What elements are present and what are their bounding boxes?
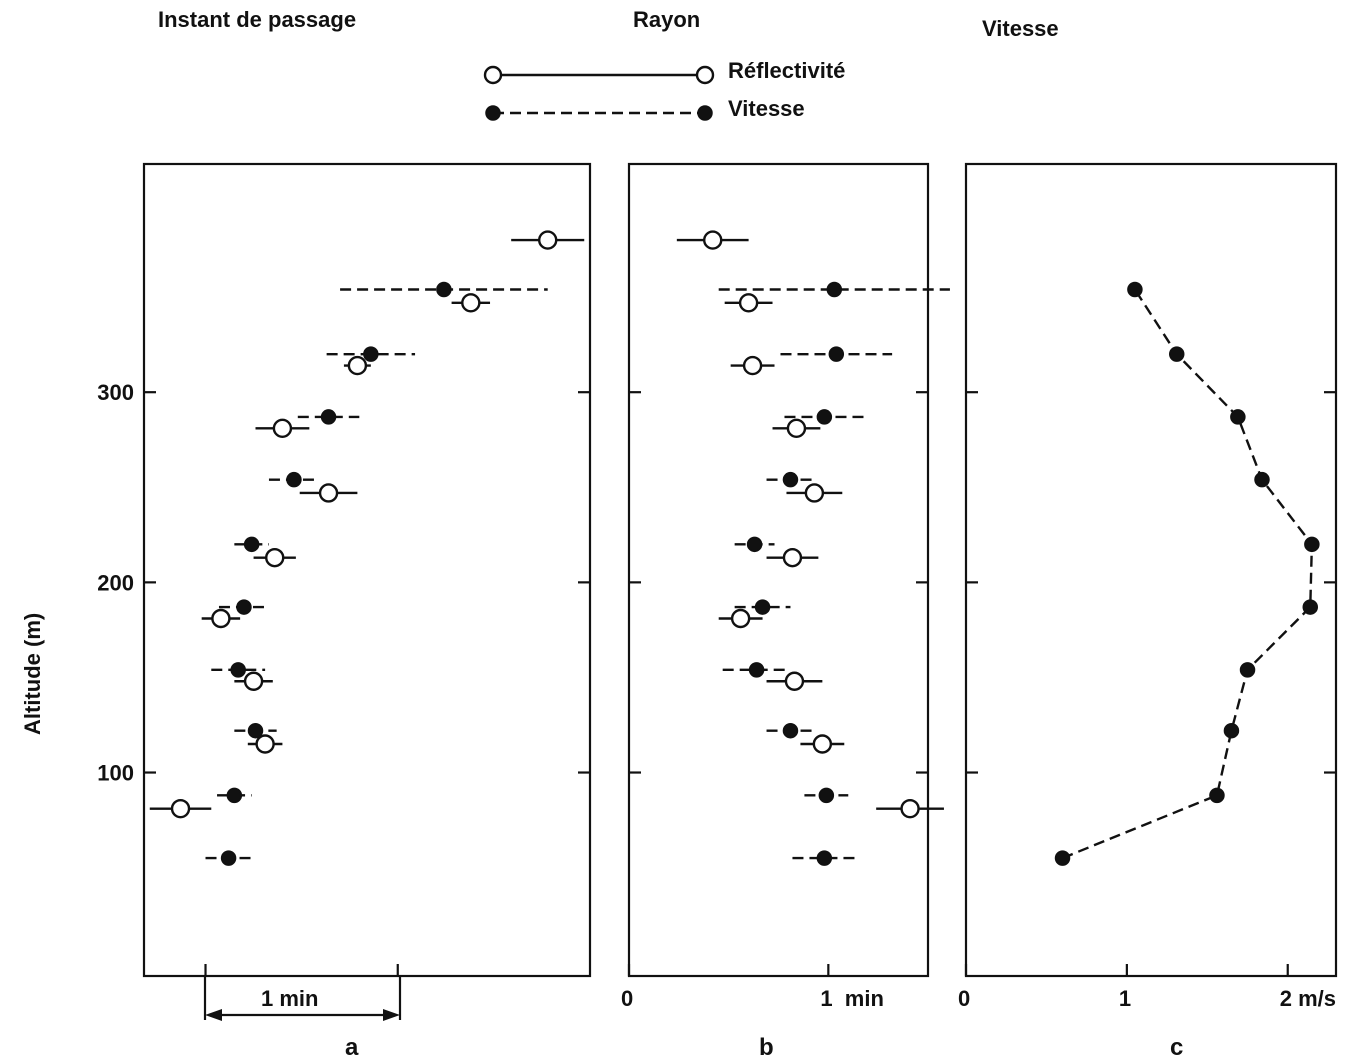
panel-b-xtick-label-1: 1 min bbox=[820, 986, 884, 1011]
scale-bar-arrowhead-right bbox=[383, 1009, 400, 1021]
panel-c-vitesse-point-9 bbox=[1127, 281, 1143, 298]
panel-c-frame bbox=[964, 162, 1338, 978]
panel-b-vitesse-point-7 bbox=[816, 409, 833, 425]
legend: Réflectivité Vitesse bbox=[483, 58, 845, 121]
panel-b-vitesse-point-0 bbox=[816, 850, 833, 866]
panel-a-frame bbox=[142, 162, 592, 978]
panel-b-vitesse-point-8 bbox=[828, 346, 845, 362]
panel-b-vitesse-point-2 bbox=[782, 722, 799, 739]
header-vitesse: Vitesse bbox=[982, 16, 1059, 41]
header-rayon: Rayon bbox=[633, 7, 700, 32]
panel-c-vitesse-point-7 bbox=[1230, 409, 1246, 425]
panel-a-vitesse-point-9 bbox=[436, 281, 452, 298]
legend-reflectivite-label: Réflectivité bbox=[728, 58, 845, 83]
panel-b-reflectivite-point-7 bbox=[742, 355, 763, 376]
panel-a-reflectivite-point-8 bbox=[461, 293, 481, 313]
panel-a-reflectivite-point-2 bbox=[243, 671, 264, 691]
panel-b-reflectivite-point-5 bbox=[804, 483, 825, 503]
panel-b-vitesse-point-9 bbox=[826, 281, 843, 298]
scale-bar-1-min: 1 min bbox=[203, 976, 402, 1021]
legend-vitesse-label: Vitesse bbox=[728, 96, 805, 121]
panel-b-vitesse-point-1 bbox=[818, 787, 835, 804]
panel-b-vitesse-point-4 bbox=[754, 599, 771, 615]
panel-c-xtick-label-2: 2 m/s bbox=[1280, 986, 1336, 1011]
panel-label-a: a bbox=[345, 1034, 359, 1061]
y-axis-label: Altitude (m) bbox=[20, 613, 45, 735]
panel-c-vitesse-point-0 bbox=[1054, 850, 1071, 866]
panel-b-reflectivite-point-1 bbox=[812, 734, 833, 754]
panel-a-reflectivite-point-9 bbox=[538, 230, 558, 250]
panel-b-reflectivite-point-9 bbox=[703, 230, 723, 250]
panel-c-vitesse-point-1 bbox=[1209, 787, 1225, 804]
panel-a-reflectivite-point-5 bbox=[318, 483, 339, 503]
panel-b-reflectivite-point-8 bbox=[738, 293, 759, 313]
panel-a-vitesse-point-3 bbox=[230, 662, 246, 678]
legend-reflectivite-marker-left bbox=[483, 65, 503, 85]
panel-c-vitesse-point-4 bbox=[1302, 599, 1319, 615]
panel-c-vitesse-point-5 bbox=[1304, 536, 1320, 553]
panel-c-vitesse-point-2 bbox=[1223, 722, 1240, 739]
panel-a-vitesse-point-7 bbox=[320, 409, 337, 425]
panel-a-vitesse-point-6 bbox=[286, 471, 302, 488]
panel-a-reflectivite-point-3 bbox=[211, 608, 231, 629]
panel-c-xtick-label-1: 1 bbox=[1119, 986, 1131, 1011]
panel-a-reflectivite-point-4 bbox=[265, 547, 285, 568]
panel-a-vitesse-point-2 bbox=[247, 722, 264, 739]
panel-b-vitesse-point-3 bbox=[748, 662, 765, 678]
panel-c-vitesse-point-3 bbox=[1239, 662, 1256, 678]
legend-vitesse-marker-right bbox=[697, 105, 713, 121]
panel-a-reflectivite-point-0 bbox=[170, 798, 191, 819]
panel-b-vitesse-point-5 bbox=[746, 536, 763, 553]
legend-reflectivite-sample bbox=[483, 65, 715, 85]
panel-a-reflectivite-point-6 bbox=[272, 418, 293, 439]
panel-b-frame bbox=[627, 162, 930, 978]
header-instant-de-passage: Instant de passage bbox=[158, 7, 356, 32]
panel-b-reflectivite-point-3 bbox=[730, 608, 751, 629]
panel-a-vitesse-point-4 bbox=[236, 599, 252, 615]
panel-a-vitesse-point-1 bbox=[226, 787, 243, 804]
panel-label-b: b bbox=[759, 1034, 774, 1061]
chart-marks: 100 200 300 0 1 min 0 1 2 m/s bbox=[97, 230, 1336, 1011]
panel-b-xtick-label-0: 0 bbox=[621, 986, 633, 1011]
panel-c-xtick-label-0: 0 bbox=[958, 986, 970, 1011]
legend-vitesse-marker-left bbox=[485, 105, 501, 121]
panel-a-vitesse-point-5 bbox=[243, 536, 260, 553]
y-tick-label-200: 200 bbox=[97, 570, 134, 595]
panel-c-vitesse-point-6 bbox=[1254, 471, 1270, 488]
panel-a-vitesse-point-8 bbox=[363, 346, 379, 362]
panel-b-reflectivite-point-6 bbox=[786, 418, 807, 439]
legend-vitesse-sample bbox=[485, 105, 713, 121]
panel-b-reflectivite-point-4 bbox=[782, 547, 803, 568]
panel-a-reflectivite-point-7 bbox=[347, 355, 368, 376]
panel-b-vitesse-point-6 bbox=[782, 471, 799, 488]
panel-c-vitesse-line bbox=[1062, 288, 1314, 860]
panel-a-reflectivite-point-1 bbox=[255, 734, 275, 754]
y-tick-label-300: 300 bbox=[97, 380, 134, 405]
panel-b-reflectivite-point-0 bbox=[900, 798, 920, 819]
panel-c-vitesse-point-8 bbox=[1168, 346, 1185, 362]
panel-b-reflectivite-point-2 bbox=[784, 671, 805, 691]
panel-label-c: c bbox=[1170, 1034, 1183, 1061]
scale-bar-label: 1 min bbox=[261, 986, 318, 1011]
legend-reflectivite-marker-right bbox=[695, 65, 715, 85]
scale-bar-arrowhead-left bbox=[205, 1009, 222, 1021]
y-tick-label-100: 100 bbox=[97, 761, 134, 786]
panel-a-vitesse-point-0 bbox=[220, 850, 237, 866]
